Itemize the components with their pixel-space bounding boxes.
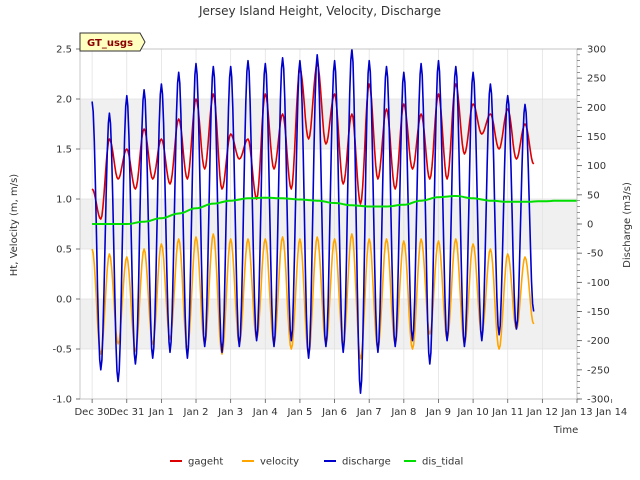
x-tick-label: Jan 5 bbox=[286, 407, 312, 418]
y-tick-label: 0.0 bbox=[56, 295, 72, 306]
y-tick-label: 2.0 bbox=[56, 95, 72, 106]
y2-tick-label: 100 bbox=[587, 161, 606, 172]
y2-tick-label: 200 bbox=[587, 103, 606, 114]
x-tick-label: Jan 8 bbox=[390, 407, 416, 418]
x-tick-label: Jan 6 bbox=[321, 407, 347, 418]
x-tick-label: Jan 14 bbox=[595, 407, 627, 418]
series-line-gageht bbox=[91, 63, 535, 220]
x-tick-label: Jan 11 bbox=[491, 407, 523, 418]
y2-tick-label: 300 bbox=[587, 45, 606, 56]
y2-tick-label: 150 bbox=[587, 132, 606, 143]
x-tick-label: Jan 12 bbox=[526, 407, 558, 418]
y-tick-label: 0.5 bbox=[56, 245, 72, 256]
x-tick-label: Jan 13 bbox=[560, 407, 592, 418]
x-tick-label: Jan 7 bbox=[356, 407, 382, 418]
series-line-dis_tidal bbox=[92, 195, 577, 225]
y2-axis-label: Discharge (m3/s) bbox=[622, 182, 633, 268]
y2-tick-label: 250 bbox=[587, 74, 606, 85]
source-badge: GT_usgs bbox=[79, 32, 146, 52]
series-line-velocity bbox=[91, 233, 535, 360]
y2-tick-label: -150 bbox=[587, 307, 610, 318]
series-layer bbox=[91, 49, 577, 395]
plot-band bbox=[80, 49, 577, 99]
chart-title: Jersey Island Height, Velocity, Discharg… bbox=[198, 4, 441, 18]
x-tick-label: Dec 30 bbox=[74, 407, 109, 418]
badge-text: GT_usgs bbox=[87, 38, 133, 49]
legend: gageht velocity discharge dis_tidal bbox=[170, 457, 463, 468]
x-tick-label: Jan 9 bbox=[425, 407, 451, 418]
x-tick-label: Jan 10 bbox=[456, 407, 488, 418]
plot-band bbox=[80, 349, 577, 399]
legend-label-discharge: discharge bbox=[342, 457, 391, 468]
y-axis-label: Ht, Velocity (m, m/s) bbox=[9, 174, 20, 277]
y-axis-right: -300 -250 -200 -150 -100 -50 0 50 100 150 200 250 30… bbox=[577, 45, 610, 406]
y-tick-label: 1.0 bbox=[56, 195, 72, 206]
legend-label-gageht: gageht bbox=[188, 457, 223, 468]
series-group bbox=[91, 49, 577, 395]
plot-band bbox=[80, 99, 577, 149]
y-tick-label: -1.0 bbox=[52, 395, 72, 406]
y-axis-left: -1.0 -0.5 0.0 0.5 1.0 1.5 2.0 2.5 bbox=[52, 45, 80, 406]
y-tick-label: 2.5 bbox=[56, 45, 72, 56]
y-tick-label: 1.5 bbox=[56, 145, 72, 156]
x-tick-label: Jan 3 bbox=[217, 407, 243, 418]
y2-tick-label: -200 bbox=[587, 336, 610, 347]
x-tick-label: Jan 2 bbox=[183, 407, 209, 418]
x-tick-label: Jan 4 bbox=[252, 407, 278, 418]
y2-tick-label: -300 bbox=[587, 395, 610, 406]
y2-tick-label: -250 bbox=[587, 365, 610, 376]
x-axis: Dec 30 Dec 31 Jan 1 Jan 2 Jan 3 Jan 4 Jan 5 Jan… bbox=[74, 399, 627, 418]
y2-tick-label: -50 bbox=[587, 249, 603, 260]
y2-tick-label: -100 bbox=[587, 278, 610, 289]
legend-label-dis_tidal: dis_tidal bbox=[422, 457, 463, 468]
y2-tick-label: 0 bbox=[587, 220, 593, 231]
x-axis-label: Time bbox=[553, 425, 578, 436]
y-tick-label: -0.5 bbox=[52, 345, 72, 356]
x-tick-label: Jan 1 bbox=[148, 407, 174, 418]
y2-tick-label: 50 bbox=[587, 190, 600, 201]
badge-shape bbox=[79, 32, 146, 52]
x-tick-label: Dec 31 bbox=[109, 407, 144, 418]
legend-label-velocity: velocity bbox=[260, 457, 299, 468]
